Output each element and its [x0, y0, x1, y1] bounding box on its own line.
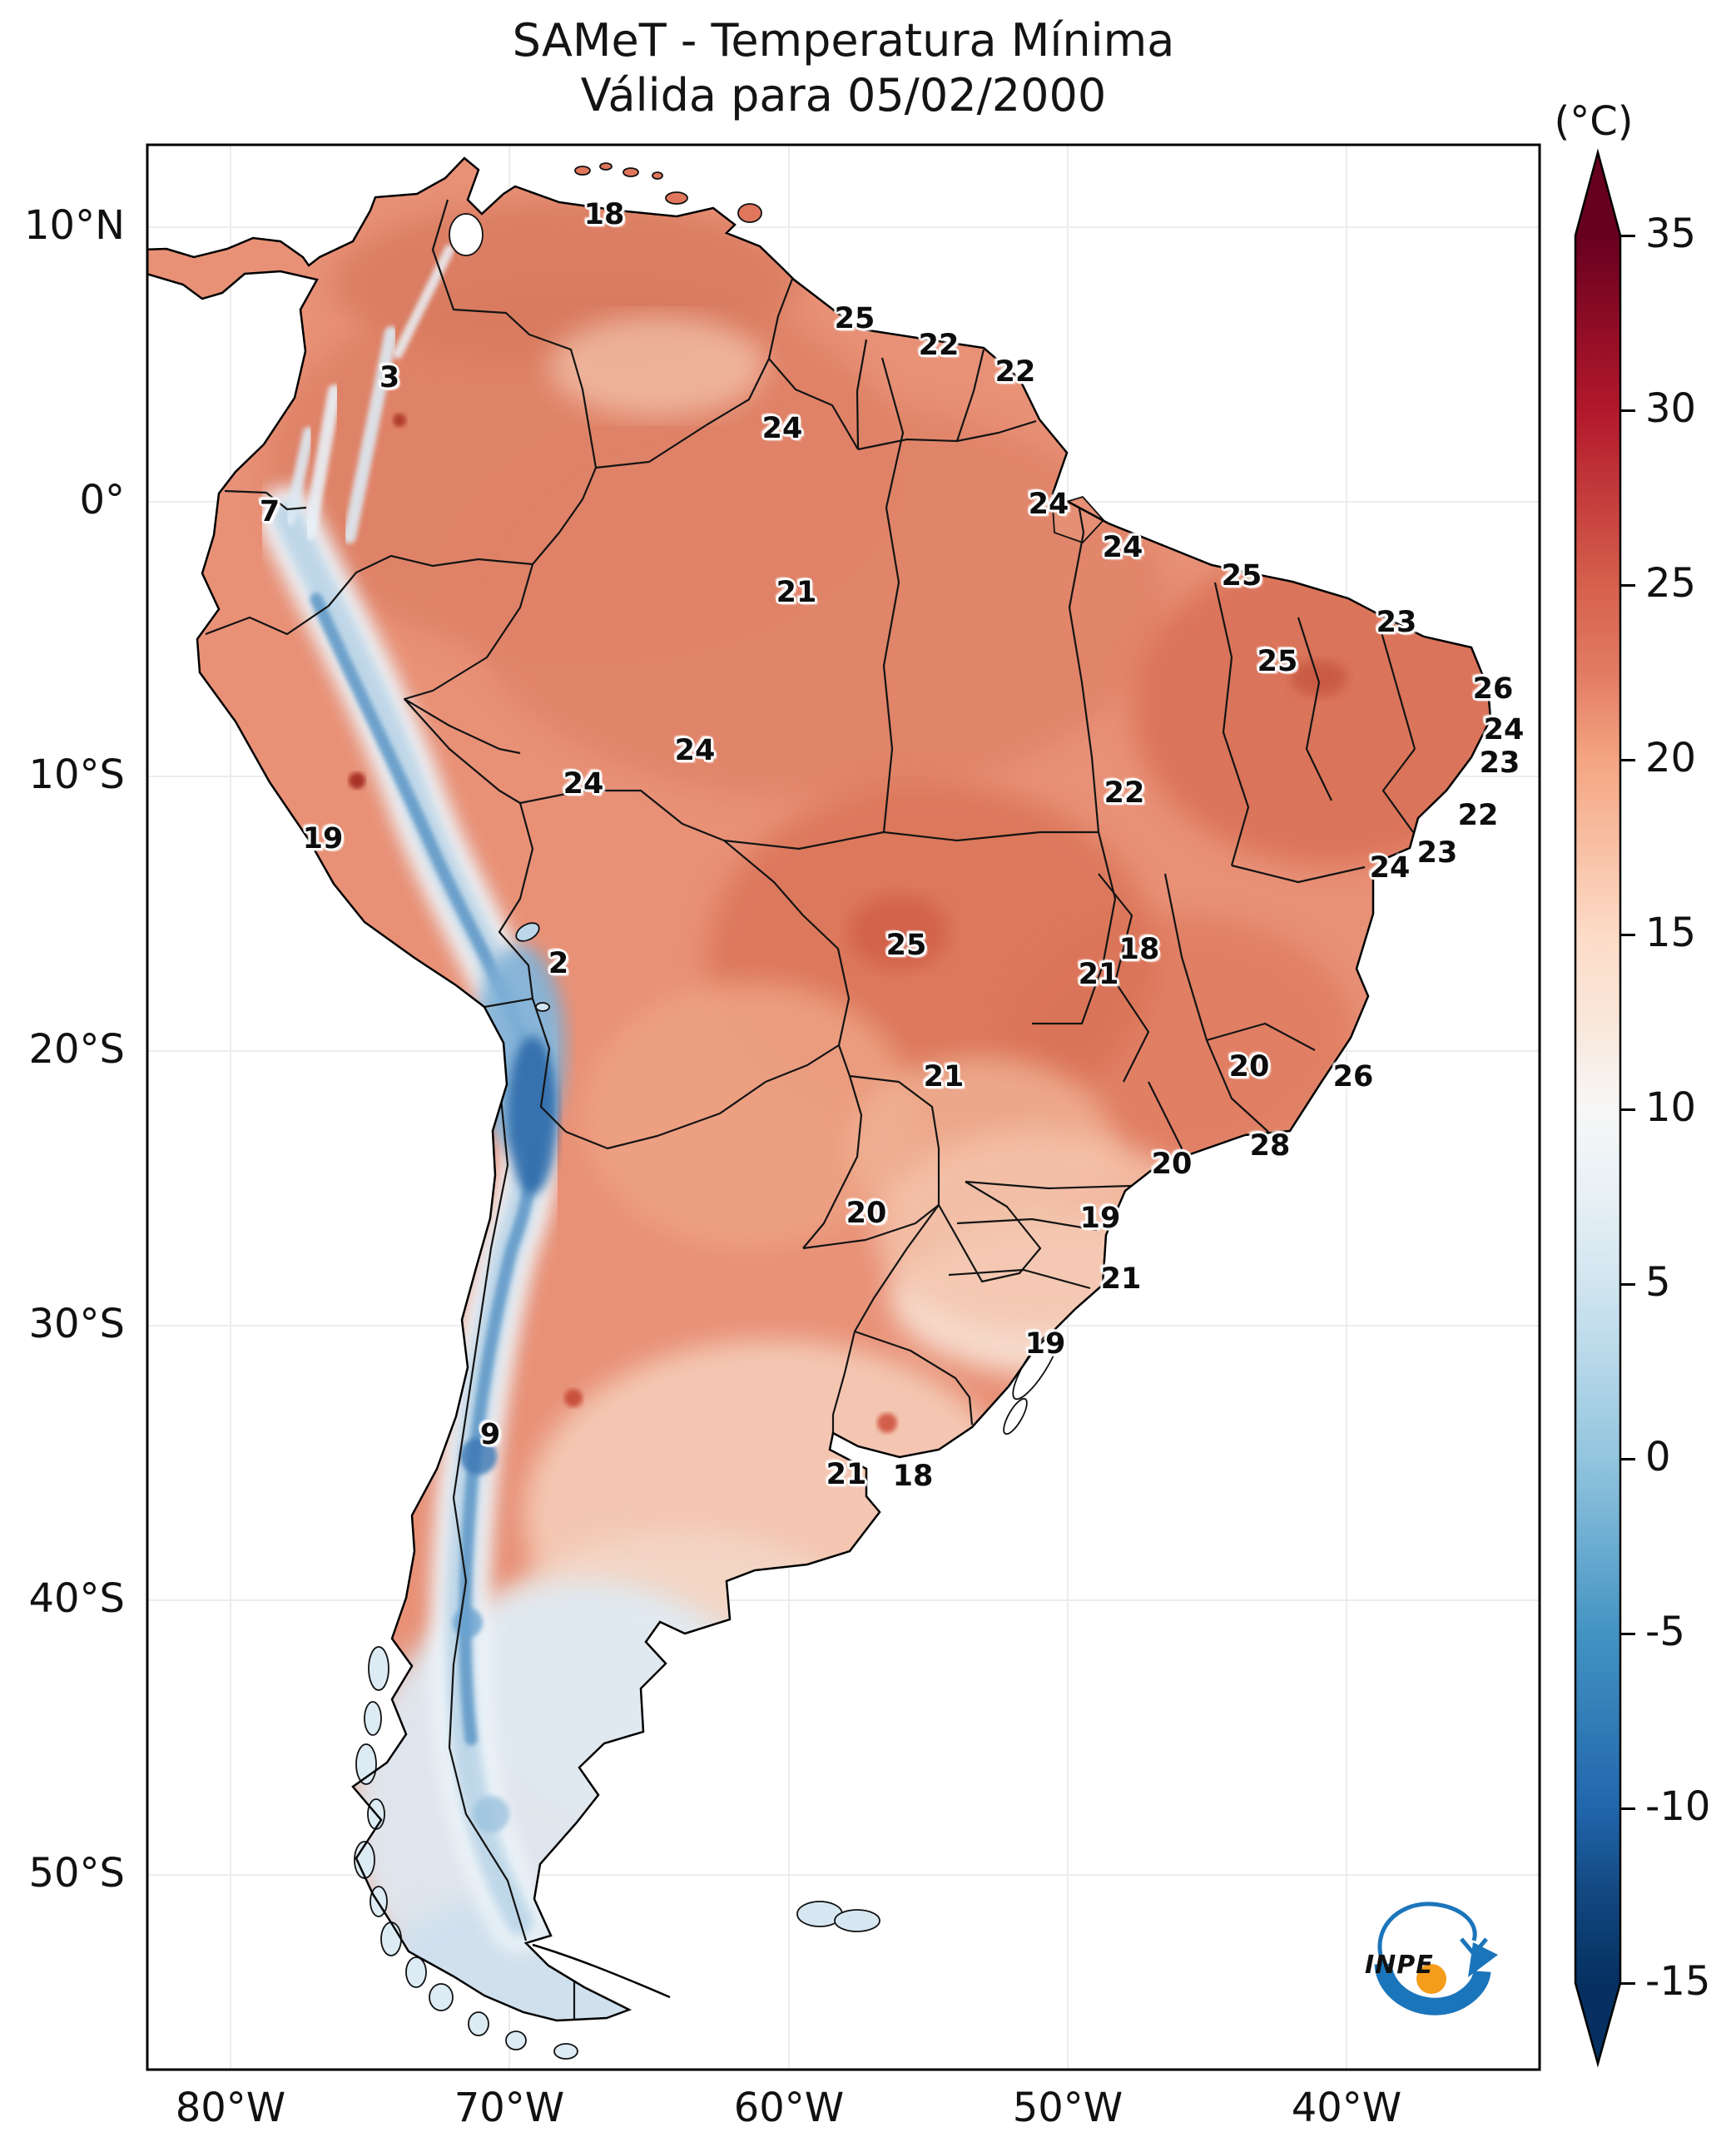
lat-tick-label: 10°S — [28, 751, 125, 798]
logo-orange-dot-icon — [1416, 1964, 1446, 1994]
colorbar-unit-label: (°C) — [1554, 98, 1634, 145]
temperature-label: 25 — [1221, 559, 1262, 593]
temperature-label: 22 — [1104, 776, 1145, 810]
coastline — [147, 156, 1492, 2022]
colorbar-tick-label: 35 — [1645, 211, 1697, 257]
colorbar-tick-mark — [1620, 1981, 1635, 1985]
temperature-label: 25 — [885, 929, 927, 962]
temperature-label: 24 — [1483, 713, 1525, 746]
temperature-label: 20 — [1151, 1148, 1193, 1181]
temperature-label: 20 — [1228, 1050, 1270, 1083]
lon-tick-label: 40°W — [1291, 2085, 1402, 2131]
temperature-label: 19 — [1079, 1202, 1121, 1235]
temperature-label: 21 — [1078, 958, 1119, 991]
lat-tick-label: 40°S — [28, 1575, 125, 1622]
colorbar-tick-mark — [1620, 1632, 1635, 1635]
colorbar-tick-mark — [1620, 933, 1635, 936]
temperature-label: 18 — [892, 1460, 934, 1493]
lat-tick-label: 30°S — [28, 1301, 125, 1347]
temperature-label: 21 — [776, 576, 817, 609]
temperature-label: 26 — [1472, 672, 1514, 706]
temperature-label: 20 — [846, 1197, 887, 1230]
temperature-label: 21 — [923, 1060, 965, 1093]
colorbar-tick-label: 30 — [1645, 385, 1697, 432]
lon-tick-label: 80°W — [175, 2085, 286, 2131]
logo-swoosh-arrowhead-icon — [1468, 1942, 1498, 1977]
colorbar-tick-label: -10 — [1645, 1783, 1711, 1830]
title-line-2: Válida para 05/02/2000 — [580, 69, 1107, 121]
colorbar-tick-label: -15 — [1645, 1958, 1711, 2005]
lon-tick-label: 50°W — [1012, 2085, 1123, 2131]
country-state-borders — [205, 199, 1416, 2021]
magellan-strait — [532, 1943, 671, 1999]
temperature-label: 24 — [761, 412, 803, 445]
colorbar-tick-mark — [1620, 1457, 1635, 1460]
lakes — [449, 213, 1060, 1435]
temperature-label: 18 — [583, 198, 625, 231]
temperature-label: 22 — [1457, 799, 1499, 832]
temperature-label: 24 — [1369, 851, 1411, 885]
temperature-label: 19 — [302, 822, 344, 855]
colorbar-tick-label: 0 — [1645, 1434, 1671, 1480]
temperature-label: 21 — [826, 1458, 867, 1491]
page-title: SAMeT - Temperatura Mínima Válida para 0… — [147, 13, 1540, 123]
lat-tick-label: 0° — [79, 477, 125, 523]
colorbar-tick-label: 25 — [1645, 560, 1697, 607]
inpe-logo — [1374, 1902, 1498, 2016]
colorbar-tick-mark — [1620, 1807, 1635, 1810]
temperature-label: 24 — [563, 767, 604, 801]
lat-tick-label: 10°N — [24, 202, 125, 249]
lon-tick-label: 70°W — [454, 2085, 565, 2131]
map-content — [147, 145, 1540, 2070]
temperature-label: 21 — [1100, 1262, 1142, 1296]
temperature-label: 23 — [1479, 746, 1520, 780]
colorbar-tick-mark — [1620, 409, 1635, 412]
colorbar-tick-mark — [1620, 1282, 1635, 1286]
colorbar-tick-mark — [1620, 583, 1635, 587]
temperature-label: 22 — [918, 329, 960, 362]
temperature-label: 25 — [1257, 645, 1298, 678]
colorbar-tick-label: 10 — [1645, 1084, 1697, 1131]
colorbar-tick-mark — [1620, 234, 1635, 237]
temperature-label: 19 — [1024, 1327, 1066, 1361]
temperature-label: 9 — [479, 1418, 501, 1451]
temperature-label: 28 — [1249, 1129, 1291, 1163]
temperature-label: 23 — [1416, 836, 1458, 870]
lon-tick-label: 60°W — [733, 2085, 845, 2131]
colorbar-tick-mark — [1620, 758, 1635, 761]
temperature-label: 18 — [1118, 933, 1160, 966]
temperature-label: 24 — [1028, 488, 1069, 521]
colorbar-tick-label: -5 — [1645, 1609, 1685, 1655]
temperature-label: 23 — [1376, 606, 1417, 639]
colorbar — [1574, 148, 1622, 2068]
temperature-label: 22 — [994, 355, 1036, 389]
temperature-label: 2 — [548, 947, 569, 980]
temperature-label: 3 — [379, 361, 400, 394]
inpe-logo-text: INPE — [1365, 1951, 1434, 1980]
temperature-label: 26 — [1332, 1060, 1374, 1093]
temperature-label: 24 — [674, 734, 716, 767]
colorbar-tick-label: 15 — [1645, 910, 1697, 956]
plot-frame — [146, 143, 1541, 2071]
lat-tick-label: 50°S — [28, 1850, 125, 1897]
temperature-label: 24 — [1102, 531, 1143, 564]
colorbar-tick-label: 5 — [1645, 1259, 1671, 1306]
colorbar-tick-mark — [1620, 1108, 1635, 1111]
temperature-shading — [257, 200, 1490, 2021]
logo-swoosh-arc — [1374, 1962, 1491, 2016]
temperature-label: 25 — [834, 302, 875, 335]
title-line-1: SAMeT - Temperatura Mínima — [512, 14, 1175, 67]
lat-tick-label: 20°S — [28, 1026, 125, 1073]
colorbar-tick-label: 20 — [1645, 735, 1697, 781]
temperature-label: 7 — [259, 495, 280, 528]
logo-orbit-arc — [1377, 1902, 1477, 1965]
